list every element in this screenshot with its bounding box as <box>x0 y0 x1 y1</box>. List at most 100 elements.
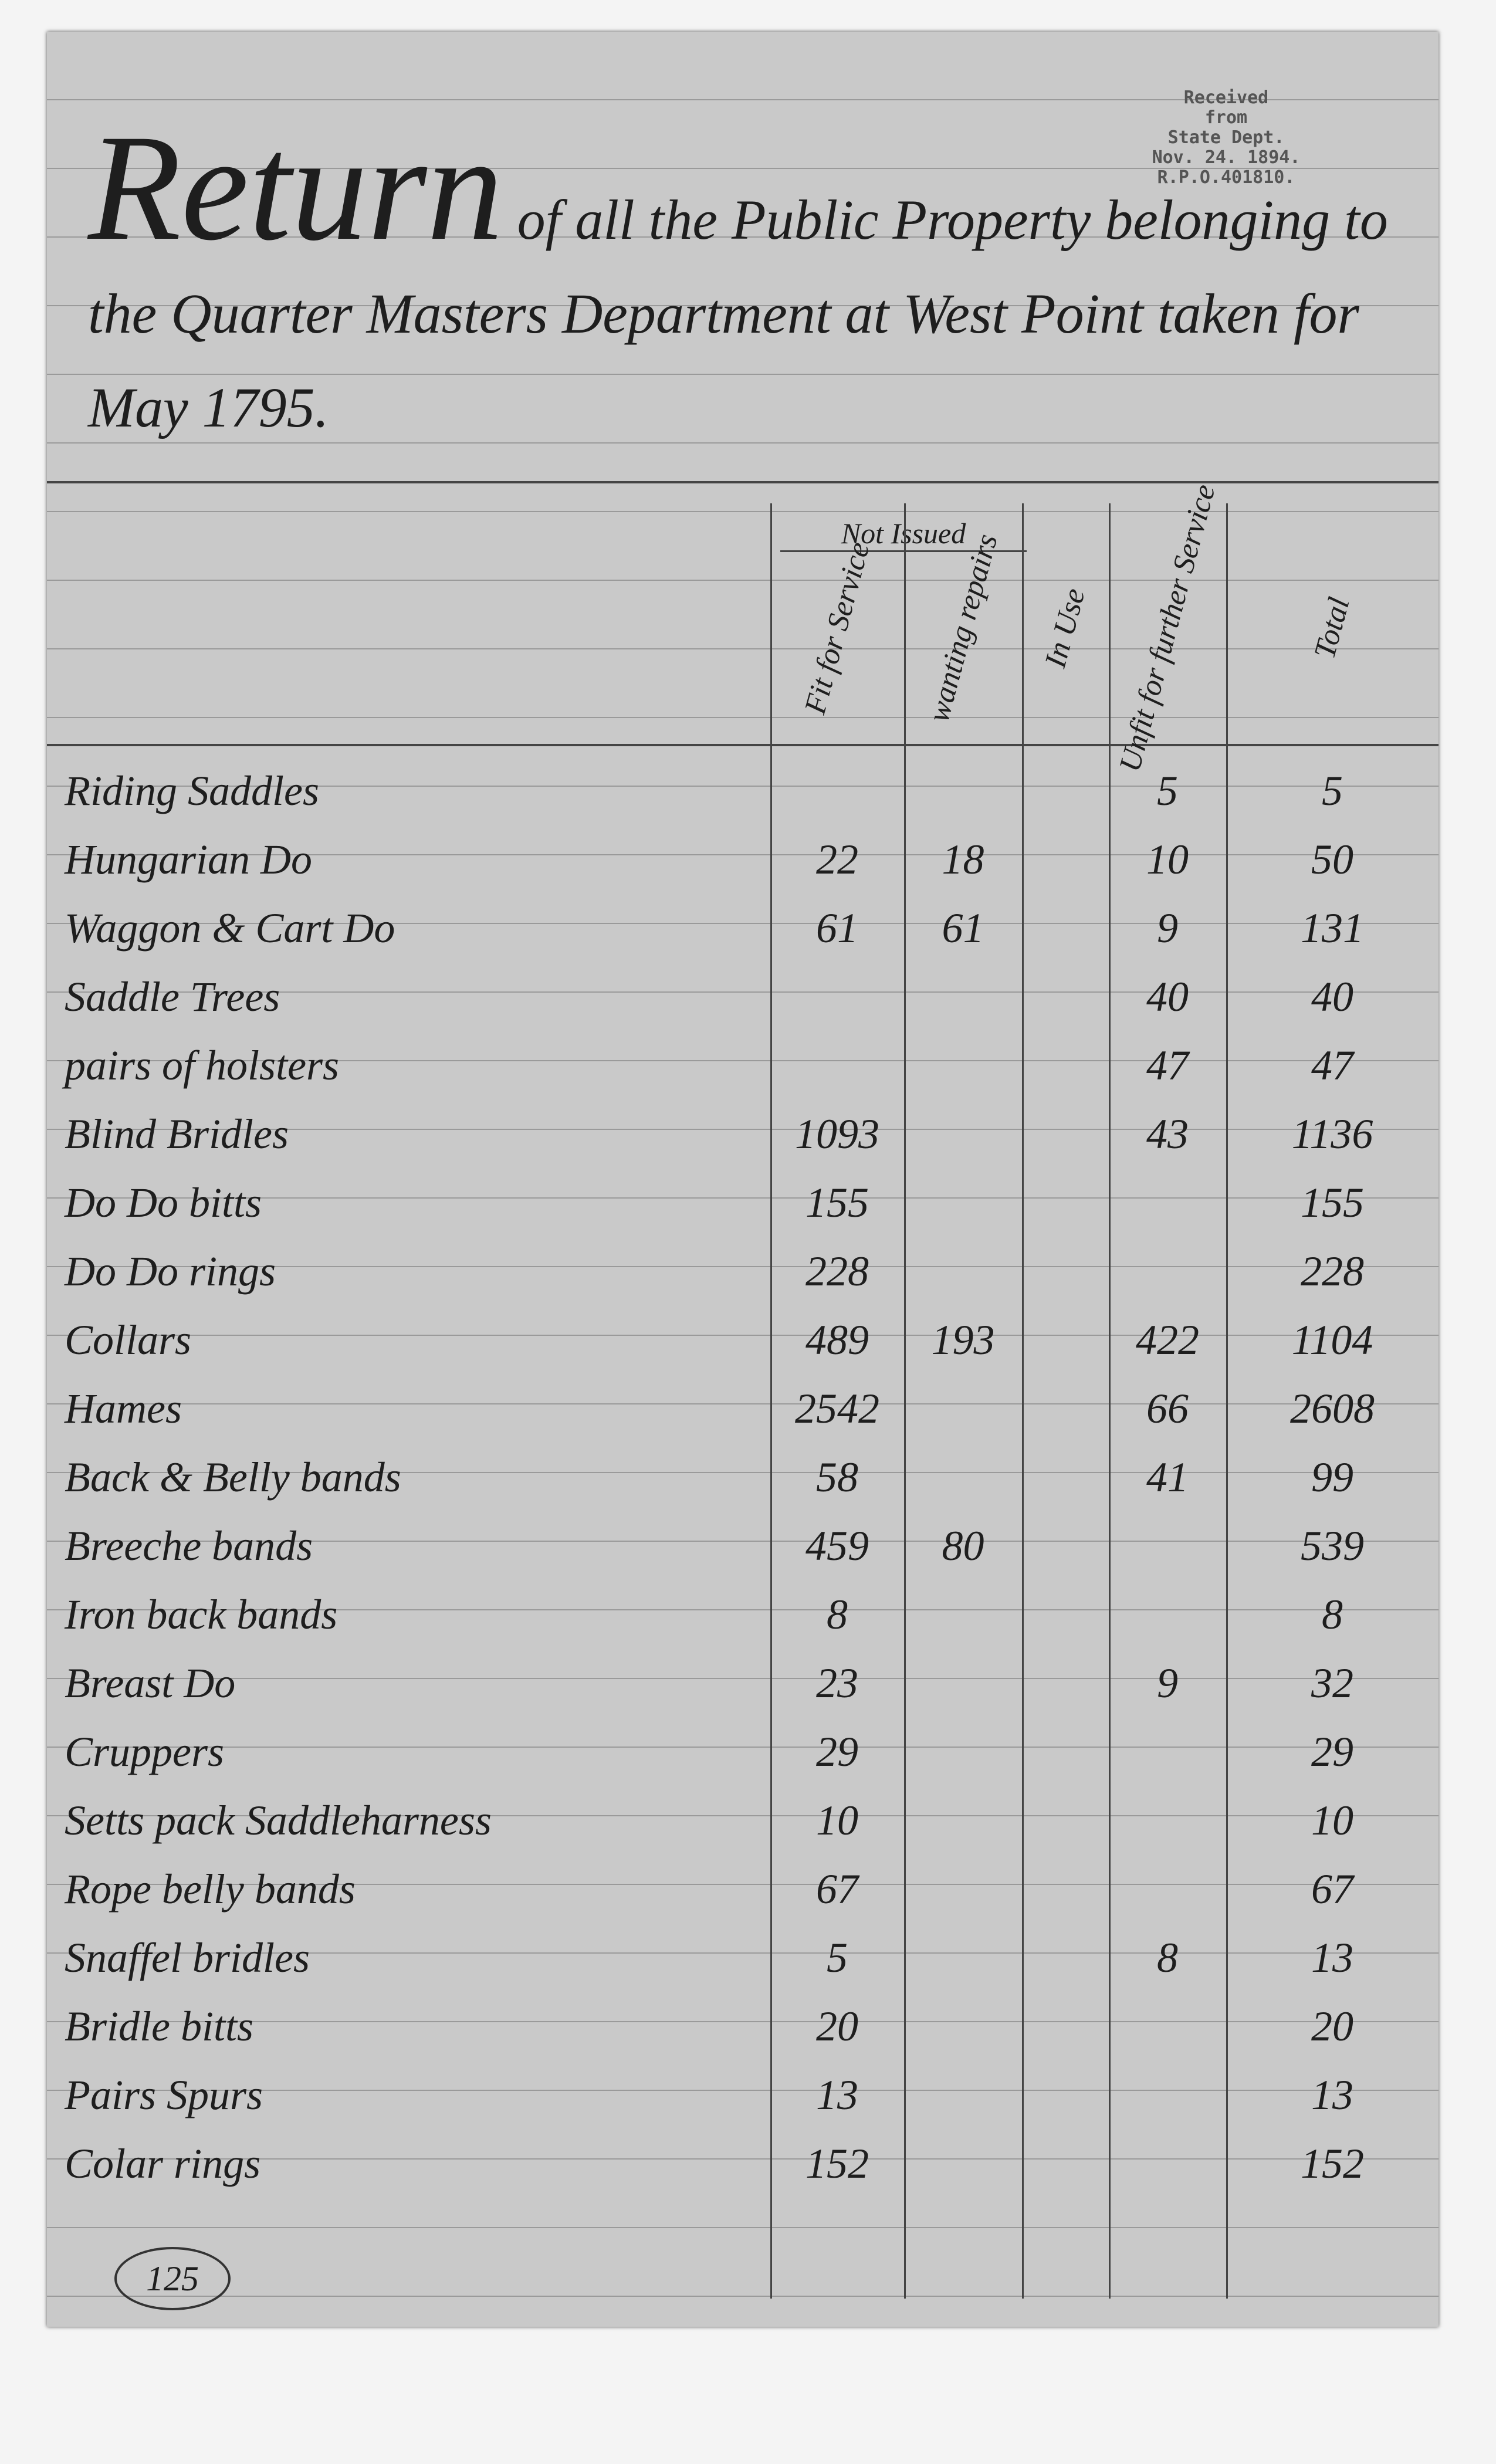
cell-value: 5 <box>827 1934 848 1981</box>
page-number: 125 <box>114 2247 231 2310</box>
column-header: Unfit for further Service <box>1109 480 1226 775</box>
item-name: Do Do rings <box>65 1248 276 1295</box>
cell-value: 459 <box>805 1522 869 1569</box>
cell-value: 13 <box>816 2072 858 2118</box>
item-name: Saddle Trees <box>65 973 280 1020</box>
cell-value: 10 <box>1146 836 1189 883</box>
item-name: Hames <box>65 1385 182 1432</box>
cell-value: 58 <box>816 1454 858 1501</box>
column-rule <box>904 503 906 2299</box>
cell-value: 99 <box>1311 1454 1353 1501</box>
cell-value: 5 <box>1157 767 1178 814</box>
item-name: Breast Do <box>65 1660 236 1707</box>
cell-value: 228 <box>1301 1248 1364 1295</box>
column-header-text: Fit for Service <box>798 538 876 717</box>
cell-value: 20 <box>816 2003 858 2050</box>
group-header: Not Issued <box>780 516 1027 552</box>
cell-value: 22 <box>816 836 858 883</box>
cell-value: 47 <box>1311 1042 1353 1089</box>
cell-value: 2542 <box>795 1385 879 1432</box>
stamp-line: from <box>1204 107 1248 128</box>
cell-value: 43 <box>1146 1111 1189 1157</box>
cell-value: 8 <box>827 1591 848 1638</box>
cell-value: 539 <box>1301 1522 1364 1569</box>
cell-value: 13 <box>1311 1934 1353 1981</box>
paper <box>47 32 1439 2327</box>
column-header-text: Total <box>1308 593 1357 662</box>
cell-value: 41 <box>1146 1454 1189 1501</box>
cell-value: 61 <box>816 905 858 952</box>
cell-value: 10 <box>816 1797 858 1844</box>
cell-value: 67 <box>1311 1866 1353 1913</box>
cell-value: 489 <box>805 1316 869 1363</box>
cell-value: 10 <box>1311 1797 1353 1844</box>
cell-value: 422 <box>1136 1316 1199 1363</box>
item-name: Snaffel bridles <box>65 1934 310 1981</box>
cell-value: 1093 <box>795 1111 879 1157</box>
cell-value: 155 <box>805 1179 869 1226</box>
column-rule <box>1226 503 1228 2299</box>
cell-value: 66 <box>1146 1385 1189 1432</box>
column-header-text: Unfit for further Service <box>1113 480 1222 775</box>
stamp-line: Received <box>1183 87 1269 108</box>
cell-value: 8 <box>1157 1934 1178 1981</box>
column-header-text: In Use <box>1038 584 1092 671</box>
column-header: In Use <box>1022 516 1109 739</box>
cell-value: 131 <box>1301 905 1364 952</box>
cell-value: 29 <box>1311 1728 1353 1775</box>
item-name: Pairs Spurs <box>65 2072 263 2118</box>
item-name: Cruppers <box>65 1728 225 1775</box>
title-initial: Return <box>88 103 503 272</box>
item-name: Waggon & Cart Do <box>65 905 395 952</box>
cell-value: 2608 <box>1290 1385 1375 1432</box>
cell-value: 29 <box>816 1728 858 1775</box>
item-name: Back & Belly bands <box>65 1454 401 1501</box>
column-header: Fit for Service <box>770 516 904 739</box>
item-name: Blind Bridles <box>65 1111 289 1157</box>
cell-value: 228 <box>805 1248 869 1295</box>
item-name: Hungarian Do <box>65 836 313 883</box>
cell-value: 47 <box>1146 1042 1189 1089</box>
cell-value: 67 <box>816 1866 858 1913</box>
column-header-text: wanting repairs <box>922 530 1004 726</box>
item-name: Breeche bands <box>65 1522 313 1569</box>
column-rule <box>1022 503 1024 2299</box>
column-header: Total <box>1226 516 1439 739</box>
cell-value: 9 <box>1157 905 1178 952</box>
cell-value: 193 <box>931 1316 995 1363</box>
column-header: wanting repairs <box>904 516 1022 739</box>
rule <box>47 481 1439 483</box>
cell-value: 61 <box>942 905 984 952</box>
cell-value: 32 <box>1311 1660 1353 1707</box>
cell-value: 50 <box>1311 836 1353 883</box>
cell-value: 1136 <box>1291 1111 1373 1157</box>
cell-value: 8 <box>1322 1591 1343 1638</box>
item-name: Iron back bands <box>65 1591 338 1638</box>
title: Return of all the Public Property belong… <box>88 111 1408 455</box>
cell-value: 152 <box>805 2140 869 2187</box>
rule <box>47 744 1439 746</box>
cell-value: 9 <box>1157 1660 1178 1707</box>
cell-value: 155 <box>1301 1179 1364 1226</box>
cell-value: 13 <box>1311 2072 1353 2118</box>
cell-value: 18 <box>942 836 984 883</box>
stamp-line: State Dept. <box>1167 127 1285 148</box>
cell-value: 5 <box>1322 767 1343 814</box>
cell-value: 80 <box>942 1522 984 1569</box>
cell-value: 20 <box>1311 2003 1353 2050</box>
title-text: of all the Public Property belonging to … <box>88 188 1388 439</box>
stamp: Received from State Dept. Nov. 24. 1894. R.P… <box>1115 88 1338 188</box>
item-name: Bridle bitts <box>65 2003 253 2050</box>
stamp-line: Nov. 24. 1894. <box>1152 147 1301 168</box>
cell-value: 40 <box>1311 973 1353 1020</box>
cell-value: 23 <box>816 1660 858 1707</box>
item-name: Rope belly bands <box>65 1866 356 1913</box>
column-rule <box>770 503 772 2299</box>
cell-value: 40 <box>1146 973 1189 1020</box>
item-name: Riding Saddles <box>65 767 319 814</box>
item-name: Collars <box>65 1316 192 1363</box>
item-name: pairs of holsters <box>65 1042 340 1089</box>
column-rule <box>1109 503 1111 2299</box>
item-name: Setts pack Saddleharness <box>65 1797 492 1844</box>
